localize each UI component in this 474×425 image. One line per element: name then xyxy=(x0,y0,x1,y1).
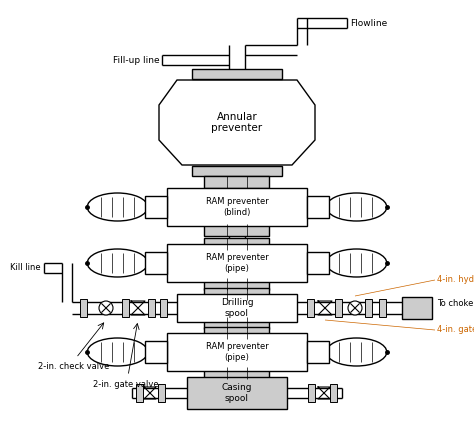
Bar xyxy=(307,252,329,274)
Circle shape xyxy=(348,301,362,315)
Bar xyxy=(137,384,144,402)
Bar xyxy=(167,333,307,371)
Bar xyxy=(148,299,155,317)
Text: RAM preventer
(pipe): RAM preventer (pipe) xyxy=(206,253,268,273)
Text: RAM preventer
(blind): RAM preventer (blind) xyxy=(206,197,268,217)
Text: Casing
spool: Casing spool xyxy=(222,383,252,403)
Text: Kill line: Kill line xyxy=(10,264,41,272)
Bar xyxy=(192,69,282,79)
Bar xyxy=(145,341,167,363)
Bar xyxy=(192,166,282,176)
Bar xyxy=(336,299,343,317)
Bar xyxy=(145,252,167,274)
Bar xyxy=(167,244,307,282)
Ellipse shape xyxy=(87,249,148,277)
Ellipse shape xyxy=(326,338,387,366)
Bar xyxy=(330,384,337,402)
Bar xyxy=(145,196,167,218)
Bar xyxy=(204,317,270,329)
Text: Drilling
spool: Drilling spool xyxy=(221,298,253,318)
Text: To choke manifold: To choke manifold xyxy=(437,300,474,309)
Text: 2-in. gate valve: 2-in. gate valve xyxy=(93,380,159,389)
Bar xyxy=(365,299,373,317)
Bar xyxy=(308,299,315,317)
Bar xyxy=(204,278,270,290)
Bar xyxy=(204,327,270,339)
Text: Fill-up line: Fill-up line xyxy=(113,56,160,65)
Bar xyxy=(187,377,287,409)
Text: 2-in. check valve: 2-in. check valve xyxy=(38,362,109,371)
Bar xyxy=(307,196,329,218)
Ellipse shape xyxy=(326,193,387,221)
Text: 4-in. hydraulic operated valve: 4-in. hydraulic operated valve xyxy=(437,275,474,284)
Circle shape xyxy=(99,301,113,315)
Bar xyxy=(81,299,88,317)
Polygon shape xyxy=(159,80,315,165)
Text: 4-in. gate valve: 4-in. gate valve xyxy=(437,326,474,334)
Bar xyxy=(402,297,432,319)
Bar xyxy=(167,188,307,226)
Bar xyxy=(158,384,165,402)
Ellipse shape xyxy=(326,249,387,277)
Bar xyxy=(307,341,329,363)
Text: RAM preventer
(pipe): RAM preventer (pipe) xyxy=(206,342,268,362)
Ellipse shape xyxy=(87,193,148,221)
Bar xyxy=(204,238,270,250)
Bar xyxy=(204,224,270,236)
Text: Annular
preventer: Annular preventer xyxy=(211,112,263,133)
Bar xyxy=(122,299,129,317)
Bar xyxy=(161,299,167,317)
Ellipse shape xyxy=(87,338,148,366)
Bar xyxy=(204,176,270,188)
Bar xyxy=(380,299,386,317)
Bar xyxy=(177,294,297,322)
Text: Flowline: Flowline xyxy=(350,19,387,28)
Bar xyxy=(204,288,270,300)
Bar xyxy=(204,367,270,379)
Bar xyxy=(309,384,316,402)
